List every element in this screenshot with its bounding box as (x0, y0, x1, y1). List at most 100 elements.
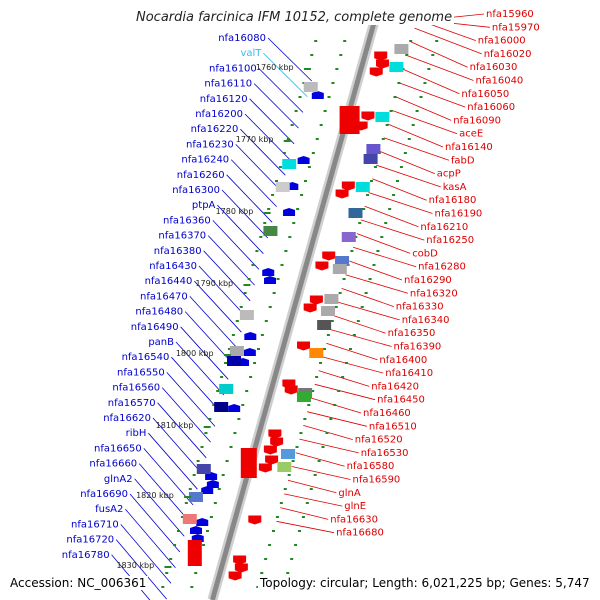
tick-mark (243, 292, 247, 294)
leader-line (115, 539, 167, 600)
gene-arrow-minus (262, 268, 275, 276)
kbp-tick (203, 426, 211, 428)
gene-arrow-plus (268, 429, 282, 439)
left-gene-label: nfa16690 (80, 489, 128, 500)
left-gene-label: ribH (126, 428, 147, 439)
right-gene-label: nfa16390 (394, 342, 442, 353)
left-gene-label: nfa16300 (172, 185, 220, 196)
tick-mark (300, 194, 304, 196)
tick-mark (235, 320, 239, 322)
tick-mark (224, 362, 228, 364)
tick-mark (304, 180, 307, 182)
right-gene-label: nfa16140 (445, 142, 493, 153)
tick-mark (389, 110, 393, 112)
kbp-markers: 1760 kbp 1770 kbp 1780 kbp 1790 kbp 1800 kbp… (116, 63, 311, 570)
tick-mark (290, 124, 294, 126)
tick-mark (343, 40, 347, 42)
tick-mark (233, 432, 237, 434)
tick-mark (212, 404, 216, 406)
leader-line (226, 174, 273, 223)
tick-mark (237, 418, 241, 420)
kbp-tick (283, 140, 291, 142)
tick-mark (206, 530, 209, 532)
tick-mark (311, 152, 315, 154)
tick-mark (356, 320, 360, 322)
tick-mark (255, 250, 259, 252)
tick-mark (271, 194, 275, 196)
left-gene-label: nfa16100 (209, 63, 257, 74)
tick-mark (241, 404, 245, 406)
gene-arrow-plus (265, 455, 279, 465)
right-gene-label: nfa16680 (336, 528, 384, 539)
gene-arrow-plus (258, 463, 272, 473)
right-gene-label: nfa16000 (478, 36, 526, 47)
gene-box-minus (188, 492, 203, 502)
gene-arrow-plus (309, 295, 323, 305)
gene-box-minus (227, 356, 242, 366)
leader-line (175, 341, 225, 396)
tick-mark (338, 292, 342, 294)
leader-line (212, 220, 260, 270)
gene-box-minus (182, 514, 197, 524)
leader-line (337, 301, 400, 321)
leader-line (414, 27, 482, 55)
tick-mark (368, 278, 372, 280)
right-gene-label: aceE (459, 129, 483, 140)
right-gene-label: nfa16630 (330, 514, 378, 525)
right-gene-label: nfa16420 (371, 381, 419, 392)
tick-mark (381, 138, 385, 140)
gene-box-plus (335, 256, 350, 266)
leader-line (287, 479, 337, 494)
left-gene-label: nfa16360 (163, 215, 211, 226)
tick-mark (286, 572, 290, 574)
leader-lines (111, 13, 490, 600)
tick-mark (384, 222, 388, 224)
gene-box-minus (196, 464, 211, 474)
tick-mark (354, 236, 358, 238)
leader-line (299, 438, 359, 454)
right-gene-label: nfa16330 (396, 302, 444, 313)
tick-mark (286, 138, 290, 140)
tick-mark (358, 222, 362, 224)
left-gene-label: nfa16540 (122, 352, 170, 363)
tick-mark (380, 236, 384, 238)
tick-mark (267, 208, 271, 210)
tick-mark (225, 460, 229, 462)
left-gene-label: nfa16490 (131, 322, 179, 333)
right-gene-label: nfa15970 (492, 22, 540, 33)
kbp-tick (263, 212, 271, 214)
tick-mark (334, 306, 338, 308)
left-gene-label: nfa16480 (135, 307, 183, 318)
right-gene-label: nfa16290 (404, 275, 452, 286)
leader-line (240, 128, 286, 176)
gene-arrow-plus (303, 303, 317, 313)
gene-box-minus (229, 346, 244, 356)
tick-mark (301, 516, 305, 518)
tick-mark (315, 138, 319, 140)
tick-mark (292, 222, 296, 224)
gene-arrow-minus (228, 404, 241, 412)
gene-arrow-minus (196, 518, 209, 526)
tick-mark (305, 502, 309, 504)
tick-mark (221, 474, 225, 476)
gene-box-plus (277, 462, 292, 472)
tick-mark (330, 320, 334, 322)
tick-mark (397, 82, 401, 84)
tick-mark (415, 110, 419, 112)
gene-box-plus (339, 106, 360, 134)
right-gene-label: nfa16340 (402, 315, 450, 326)
leader-line (253, 83, 299, 129)
left-gene-label: nfa16780 (62, 550, 110, 561)
tick-mark (213, 502, 217, 504)
tick-mark (177, 530, 180, 532)
leader-line (143, 448, 194, 506)
right-gene-label: nfa16460 (363, 408, 411, 419)
tick-mark (403, 152, 407, 154)
tick-mark (294, 544, 298, 546)
right-gene-label: nfa16450 (377, 395, 425, 406)
leader-line (166, 372, 216, 427)
left-gene-label: nfa16200 (195, 109, 243, 120)
tick-mark (315, 376, 319, 378)
left-gene-label: nfa16570 (108, 398, 156, 409)
